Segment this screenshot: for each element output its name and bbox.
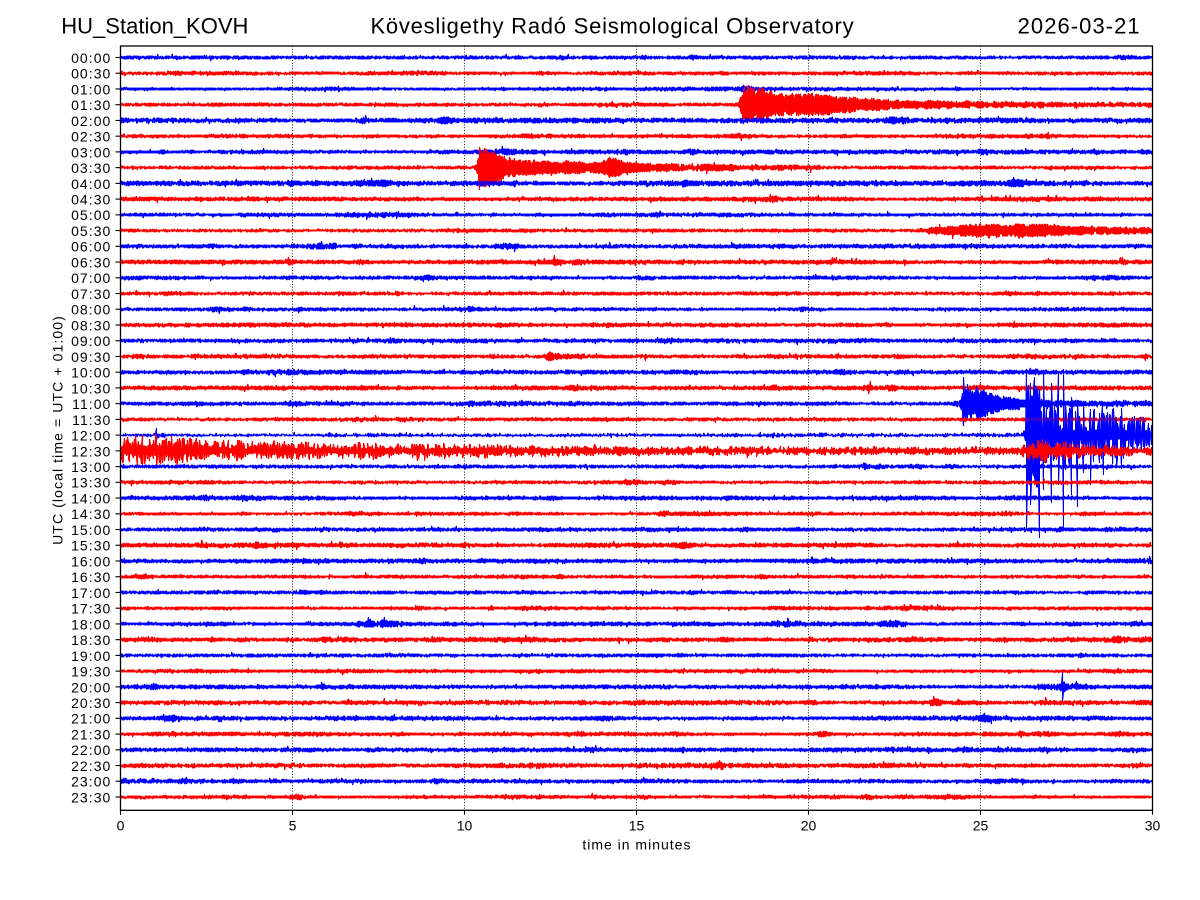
svg-text:11:00: 11:00 [72, 396, 111, 412]
svg-text:01:30: 01:30 [71, 97, 111, 113]
svg-text:00:30: 00:30 [71, 66, 111, 82]
svg-text:18:30: 18:30 [71, 632, 111, 648]
svg-text:21:30: 21:30 [71, 726, 111, 742]
svg-text:03:00: 03:00 [71, 144, 111, 160]
svg-text:06:30: 06:30 [71, 254, 111, 270]
svg-text:19:00: 19:00 [71, 648, 111, 664]
svg-text:15:30: 15:30 [71, 538, 111, 554]
svg-text:10: 10 [457, 818, 473, 834]
svg-text:Kövesligethy Radó Seismologica: Kövesligethy Radó Seismological Observat… [370, 13, 854, 38]
svg-text:23:00: 23:00 [71, 774, 111, 790]
svg-text:09:30: 09:30 [71, 349, 111, 365]
svg-text:21:00: 21:00 [71, 711, 111, 727]
svg-text:00:00: 00:00 [71, 50, 111, 66]
svg-text:07:00: 07:00 [71, 270, 111, 286]
svg-text:06:00: 06:00 [71, 239, 111, 255]
svg-text:13:30: 13:30 [71, 475, 111, 491]
svg-text:05:00: 05:00 [71, 207, 111, 223]
svg-text:11:30: 11:30 [72, 412, 111, 428]
svg-text:03:30: 03:30 [71, 160, 111, 176]
svg-text:0: 0 [117, 818, 125, 834]
svg-text:14:30: 14:30 [71, 506, 111, 522]
svg-text:04:00: 04:00 [71, 176, 111, 192]
svg-text:02:00: 02:00 [71, 113, 111, 129]
svg-text:20:30: 20:30 [71, 695, 111, 711]
svg-text:30: 30 [1145, 818, 1161, 834]
svg-text:2026-03-21: 2026-03-21 [1018, 13, 1141, 38]
svg-text:22:30: 22:30 [71, 758, 111, 774]
svg-text:5: 5 [289, 818, 297, 834]
svg-text:HU_Station_KOVH: HU_Station_KOVH [61, 13, 248, 38]
svg-text:16:00: 16:00 [71, 553, 111, 569]
svg-text:10:00: 10:00 [71, 365, 111, 381]
svg-text:10:30: 10:30 [71, 380, 111, 396]
svg-text:17:30: 17:30 [71, 601, 111, 617]
svg-text:15: 15 [629, 818, 645, 834]
svg-text:04:30: 04:30 [71, 192, 111, 208]
svg-text:12:30: 12:30 [71, 443, 111, 459]
svg-text:20:00: 20:00 [71, 679, 111, 695]
svg-text:17:00: 17:00 [71, 585, 111, 601]
svg-text:25: 25 [973, 818, 989, 834]
svg-text:05:30: 05:30 [71, 223, 111, 239]
svg-text:23:30: 23:30 [71, 789, 111, 805]
svg-text:07:30: 07:30 [71, 286, 111, 302]
svg-text:12:00: 12:00 [71, 428, 111, 444]
svg-text:22:00: 22:00 [71, 742, 111, 758]
svg-text:18:00: 18:00 [71, 616, 111, 632]
svg-text:09:00: 09:00 [71, 333, 111, 349]
svg-text:UTC (local time = UTC + 01:00): UTC (local time = UTC + 01:00) [50, 315, 66, 545]
svg-text:08:30: 08:30 [71, 317, 111, 333]
svg-text:13:00: 13:00 [71, 459, 111, 475]
svg-text:time in minutes: time in minutes [582, 837, 691, 853]
svg-text:19:30: 19:30 [71, 664, 111, 680]
svg-text:16:30: 16:30 [71, 569, 111, 585]
svg-text:15:00: 15:00 [71, 522, 111, 538]
svg-text:02:30: 02:30 [71, 129, 111, 145]
svg-text:20: 20 [801, 818, 817, 834]
svg-text:14:00: 14:00 [71, 490, 111, 506]
svg-text:01:00: 01:00 [71, 81, 111, 97]
svg-text:08:00: 08:00 [71, 302, 111, 318]
